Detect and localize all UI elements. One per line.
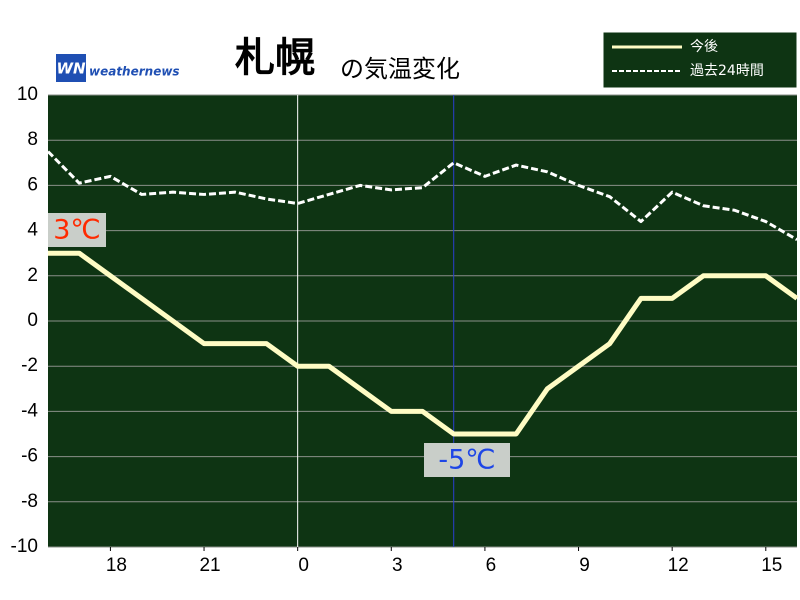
- logo: WN weathernews: [56, 54, 180, 82]
- chart-title: 札幌: [235, 35, 315, 81]
- x-tick-label: 6: [486, 555, 497, 576]
- legend-box: [602, 31, 798, 89]
- series-line: [46, 150, 798, 241]
- y-tick-label: 0: [27, 310, 38, 331]
- logo-mark: WN: [56, 60, 86, 78]
- y-tick-label: 6: [27, 174, 38, 195]
- annotation: 3℃: [53, 215, 101, 246]
- y-tick-label: -8: [21, 491, 38, 512]
- chart-subtitle: の気温変化: [340, 55, 460, 83]
- x-tick-label: 12: [668, 555, 689, 576]
- y-tick-label: 8: [27, 129, 38, 150]
- x-tick-label: 0: [298, 555, 309, 576]
- legend-label: 過去24時間: [690, 63, 764, 79]
- y-tick-label: -4: [21, 400, 38, 421]
- x-tick-label: 15: [761, 555, 782, 576]
- y-tick-label: 10: [17, 84, 38, 105]
- logo-text: weathernews: [89, 65, 180, 79]
- legend-label: 今後: [690, 39, 718, 55]
- x-tick-label: 9: [579, 555, 590, 576]
- logo-box: [56, 54, 86, 82]
- y-tick-label: -6: [21, 446, 38, 467]
- y-tick-label: -2: [21, 355, 38, 376]
- annotation-box: [48, 213, 106, 247]
- y-tick-label: 2: [27, 265, 38, 286]
- annotation: -5℃: [438, 445, 495, 476]
- series-line: [48, 250, 799, 437]
- x-tick-label: 3: [392, 555, 403, 576]
- annotation-box: [424, 443, 510, 477]
- y-tick-label: 4: [27, 220, 38, 241]
- y-tick-label: -10: [11, 536, 38, 557]
- x-tick-label: 21: [199, 555, 220, 576]
- x-tick-label: 18: [106, 555, 127, 576]
